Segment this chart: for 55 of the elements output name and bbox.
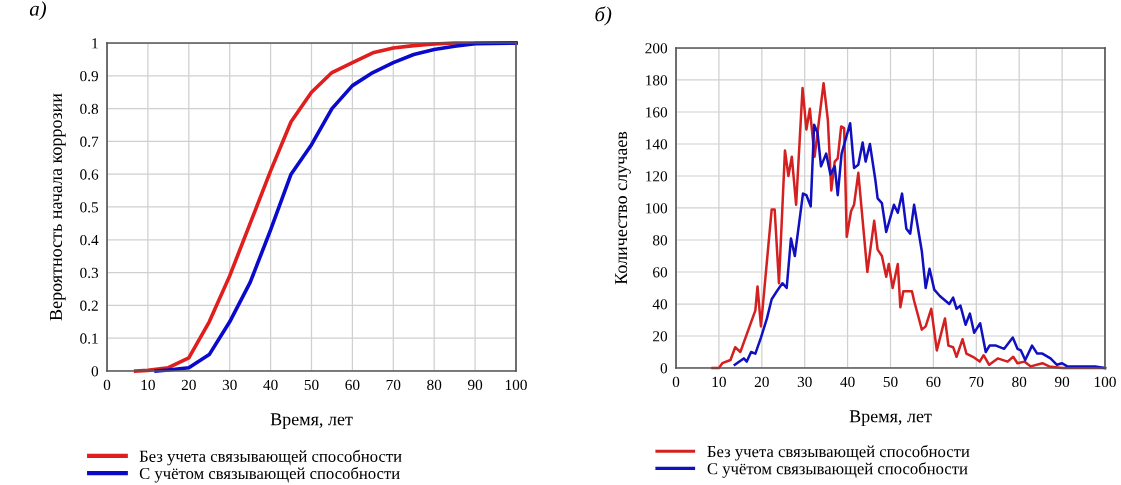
x-tick-label: 50 [883,376,898,388]
y-tick-label: 20 [653,331,668,342]
y-tick-label: 80 [652,235,668,246]
y-tick-label: 0.7 [80,136,99,147]
x-axis-title: Время, лет [849,410,932,427]
x-axis-title: Время, лет [270,413,353,430]
y-tick-label: 100 [646,203,668,214]
y-tick-label: 180 [646,75,668,86]
legend-label: Без учета связывающей способности [707,445,970,461]
y-tick-label: 0 [91,366,99,377]
x-tick-label: 10 [141,379,155,391]
x-tick-label: 30 [797,376,812,388]
x-tick-label: 20 [754,376,769,388]
x-tick-label: 70 [386,379,401,391]
y-tick-label: 1 [92,38,98,49]
x-tick-label: 70 [969,376,984,388]
y-tick-label: 0.6 [80,169,99,180]
x-tick-label: 40 [840,376,855,388]
y-tick-label: 0.2 [80,300,98,311]
x-tick-label: 40 [263,379,278,391]
legend-label: Без учета связывающей способности [139,449,402,466]
x-tick-label: 0 [672,376,680,388]
y-tick-label: 0.3 [80,267,99,279]
y-tick-label: 140 [646,139,668,150]
x-tick-label: 80 [1012,376,1027,388]
y-tick-label: 0 [660,363,668,374]
y-tick-label: 160 [646,107,668,118]
legend-label: С учётом связывающей способности [707,462,968,478]
x-tick-label: 90 [1054,376,1070,388]
line-series [733,121,1107,370]
x-tick-label: 60 [926,376,941,388]
x-tick-label: 10 [712,376,726,388]
x-tick-label: 20 [181,379,196,391]
y-tick-label: 0.9 [80,70,99,82]
y-tick-label: 0.4 [80,234,99,246]
y-tick-label: 0.8 [80,103,99,115]
x-tick-label: 80 [427,379,442,391]
y-axis-title: Вероятность начала коррозии [50,93,66,321]
text: а) [29,1,46,21]
y-tick-label: 0.1 [80,333,98,344]
y-tick-label: 60 [653,267,668,278]
x-tick-label: 50 [304,379,319,391]
y-tick-label: 120 [646,171,668,182]
x-tick-label: 100 [1094,376,1116,388]
x-tick-label: 60 [345,379,360,391]
x-tick-label: 100 [505,379,527,391]
x-tick-label: 0 [103,379,111,391]
y-tick-label: 40 [652,299,668,310]
legend-label: С учётом связывающей способности [139,467,400,483]
text: б) [595,6,612,26]
y-tick-label: 200 [645,43,668,54]
x-tick-label: 90 [467,379,483,391]
y-tick-label: 0.5 [80,202,99,213]
x-tick-label: 30 [222,379,237,391]
y-axis-title: Количество случаев [615,131,631,285]
